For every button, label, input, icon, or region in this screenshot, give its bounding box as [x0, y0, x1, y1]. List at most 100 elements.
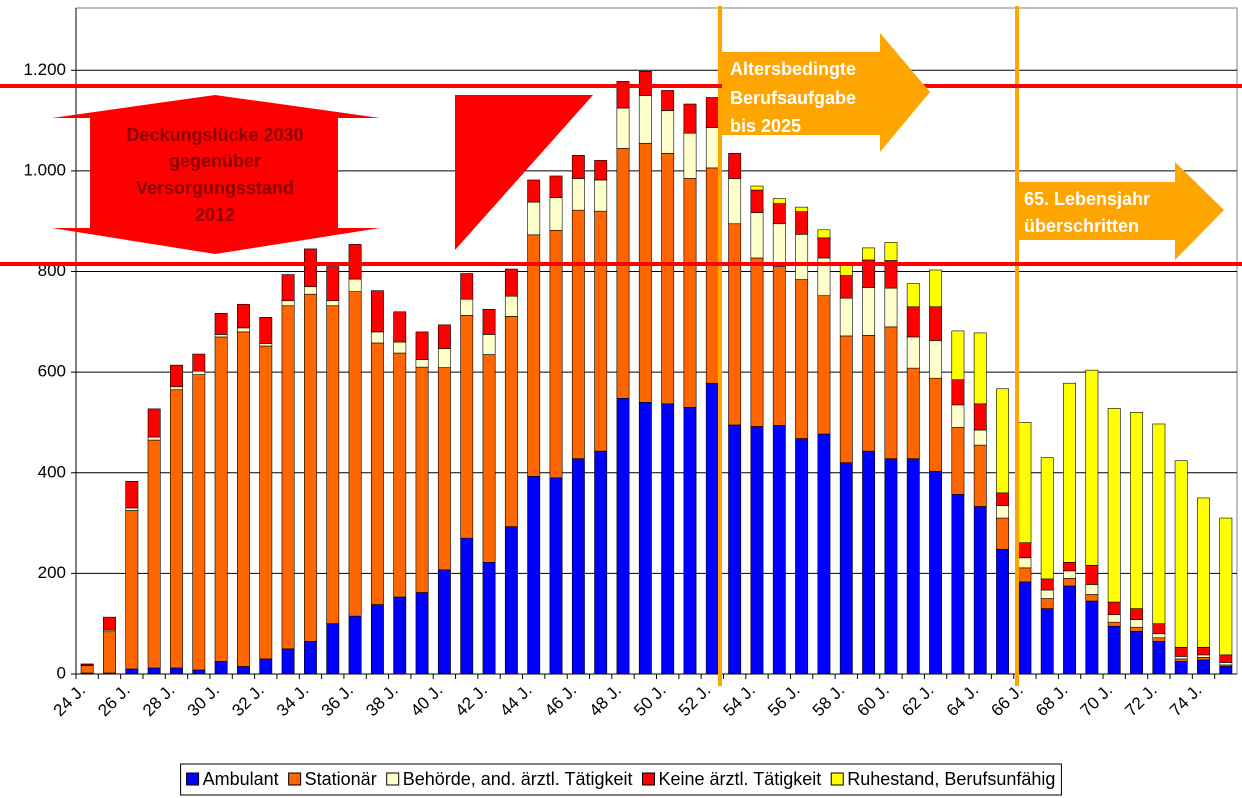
bar-segment [303, 248, 317, 287]
bar-segment [192, 353, 206, 372]
bar-segment [929, 377, 943, 472]
annotation: Deckungslücke 2030 [126, 125, 303, 145]
bar-segment [571, 155, 585, 179]
bar-segment [1040, 578, 1054, 591]
bar-segment [1018, 581, 1032, 675]
bar-segment [1197, 657, 1210, 661]
bar-segment [1018, 567, 1032, 583]
bar-segment [772, 198, 786, 204]
x-tick-label: 70 J. [1077, 681, 1116, 720]
bar-segment [393, 311, 407, 343]
bars [80, 71, 1233, 675]
legend-swatch [830, 772, 844, 786]
x-tick-label: 56 J. [764, 681, 803, 720]
legend-item: Keine ärztl. Tätigkeit [642, 769, 822, 789]
bar-segment [192, 370, 206, 375]
bar-segment [1219, 666, 1233, 675]
bar-segment [504, 268, 518, 297]
bar-segment [1152, 637, 1166, 642]
bar-segment [683, 103, 697, 134]
bar-segment [1197, 659, 1210, 675]
bar-segment [527, 234, 541, 477]
bar-segment [951, 404, 965, 428]
bar-segment [1085, 369, 1099, 566]
bar-segment [527, 179, 541, 203]
bar-segment [237, 666, 250, 675]
bar-segment [705, 127, 719, 169]
bar-segment [415, 366, 429, 593]
bar-segment [1085, 584, 1099, 595]
bar-segment [571, 458, 585, 675]
bar-segment [616, 81, 630, 109]
bar-segment [929, 470, 943, 675]
bar-segment [973, 429, 987, 446]
bar-segment [839, 297, 853, 337]
bar-segment [1219, 654, 1233, 663]
x-tick-label: 60 J. [853, 681, 892, 720]
triangle [455, 95, 593, 250]
bar-segment [504, 526, 518, 675]
bar-segment [527, 201, 541, 236]
bar-segment [504, 316, 518, 527]
bar-segment [326, 623, 340, 675]
legend-item: Stationär [288, 769, 377, 789]
bar-segment [1107, 621, 1121, 627]
legend-swatch [288, 772, 302, 786]
bar-segment [616, 398, 630, 675]
bar-segment [728, 223, 742, 426]
bar-segment [192, 669, 206, 675]
double-arrow [52, 95, 380, 254]
bar-segment [1152, 623, 1166, 635]
bar-segment [661, 403, 675, 675]
bar-segment [750, 426, 764, 675]
bar-segment [884, 458, 898, 675]
legend-item: Behörde, and. ärztl. Tätigkeit [386, 769, 633, 789]
arrow [1019, 162, 1224, 260]
bar-segment [906, 283, 920, 308]
bar-segment [929, 269, 943, 308]
bar-segment [929, 340, 943, 379]
bar-segment [638, 95, 652, 144]
bar-segment [616, 147, 630, 399]
bar-segment [147, 439, 161, 669]
bar-segment [862, 247, 876, 261]
bar-segment [1174, 647, 1188, 657]
annotation: überschritten [1024, 216, 1139, 236]
legend-swatch [642, 772, 655, 786]
bar-segment [728, 424, 742, 675]
y-tick-label: 200 [38, 563, 66, 582]
bar-segment [437, 324, 451, 349]
bar-segment [259, 317, 273, 344]
bar-segment [549, 197, 563, 231]
bar-segment [1219, 662, 1233, 666]
bar-segment [460, 273, 474, 300]
bar-segment [281, 274, 295, 302]
legend-label: Keine ärztl. Tätigkeit [659, 769, 822, 789]
bar-segment [795, 438, 809, 675]
bar-segment [482, 308, 496, 335]
x-tick-label: 58 J. [809, 681, 848, 720]
bar-segment [370, 331, 384, 344]
bar-segment [527, 475, 541, 675]
annotation: bis 2025 [730, 116, 801, 136]
bar-segment [147, 408, 161, 438]
bar-segment [1107, 601, 1121, 615]
bar-segment [259, 345, 273, 660]
bar-segment [772, 425, 786, 675]
annotation: Altersbedingte [730, 59, 856, 79]
bar-segment [281, 648, 295, 675]
x-tick-label: 24 J. [50, 681, 89, 720]
x-tick-label: 62 J. [898, 681, 937, 720]
bar-segment [348, 291, 362, 617]
bar-segment [1085, 565, 1099, 585]
annotation: Versorgungsstand [136, 178, 294, 198]
bar-segment [839, 275, 853, 299]
bar-segment [1107, 625, 1121, 675]
bar-segment [1152, 640, 1166, 675]
bar-segment [683, 178, 697, 408]
bar-segment [1174, 658, 1188, 662]
bar-segment [1130, 630, 1143, 675]
bar-segment [661, 90, 675, 111]
legend-swatch [186, 772, 200, 786]
bar-segment [728, 153, 742, 179]
